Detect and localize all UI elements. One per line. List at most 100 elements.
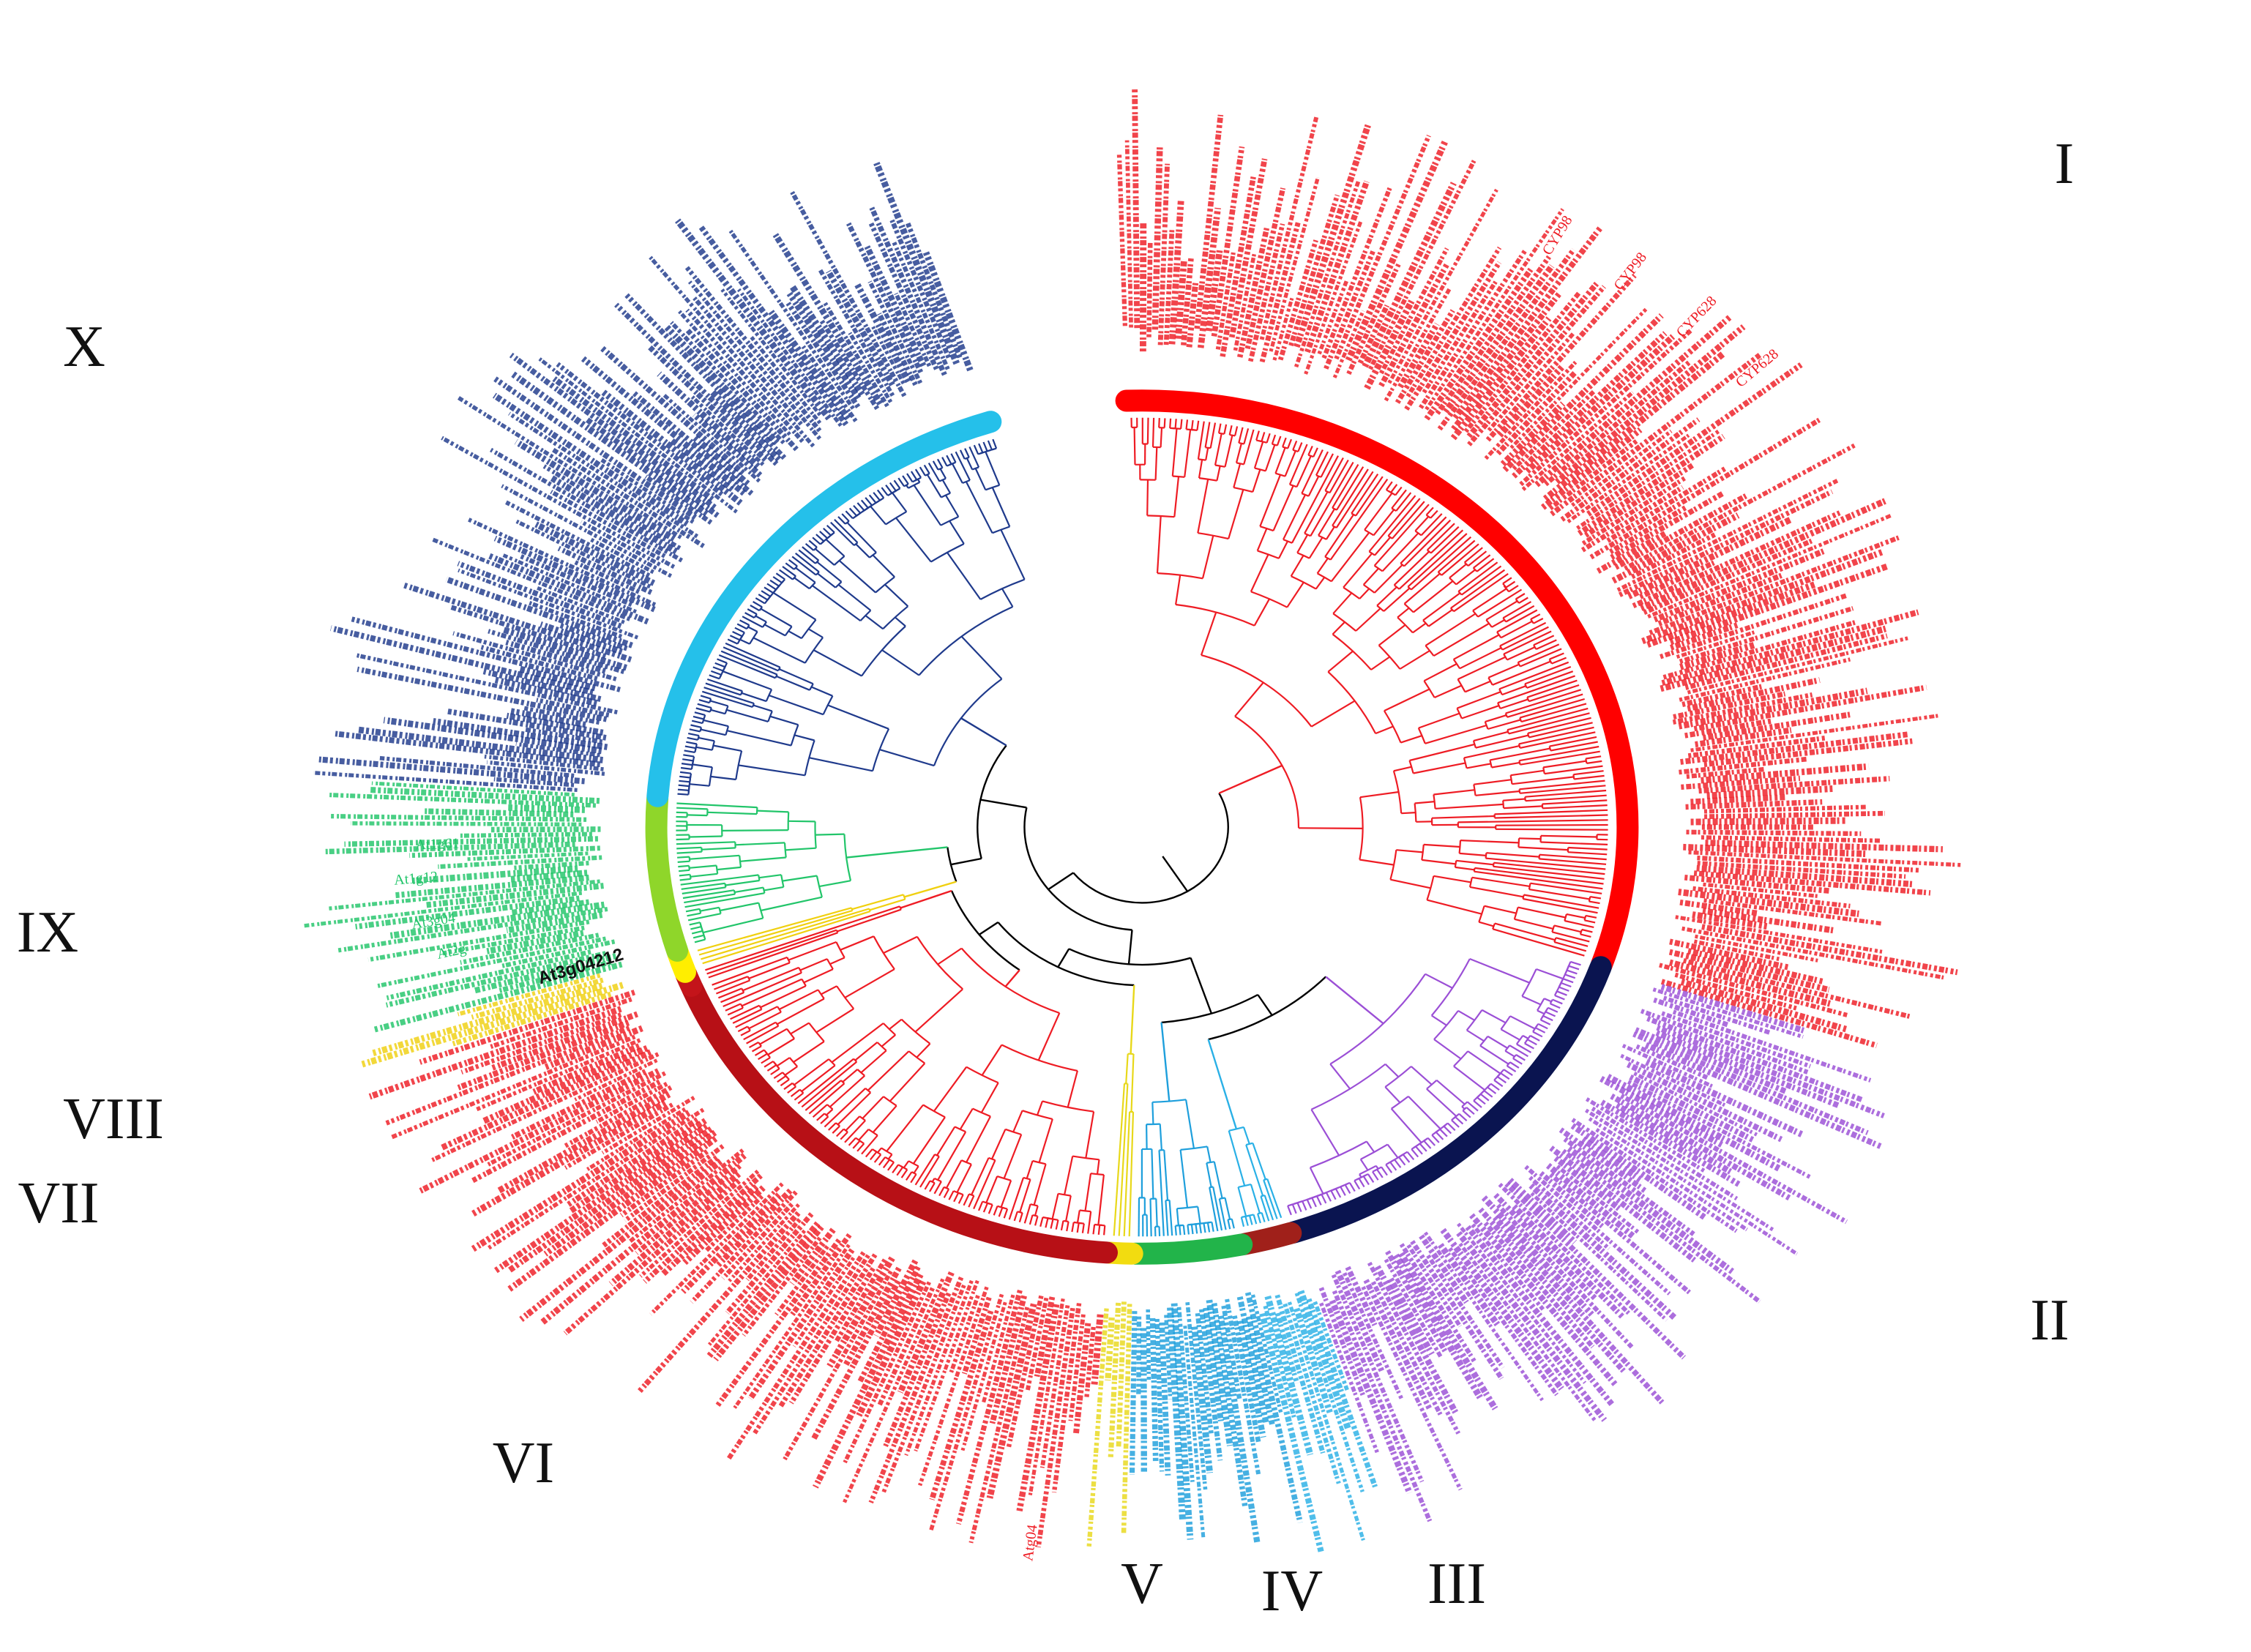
branch-stem-X <box>879 749 935 767</box>
branch-arc-I <box>1317 572 1332 583</box>
leaf-label-glyphs <box>1615 1102 1733 1176</box>
branch-stem-I <box>1484 905 1517 914</box>
branch-arc-I <box>1518 838 1520 848</box>
leaf-label-glyphs <box>1191 1326 1214 1473</box>
leaf-label-glyphs <box>368 1006 622 1100</box>
leaf-branch-X <box>868 494 877 504</box>
leaf-label-glyphs <box>486 760 605 776</box>
branch-stem-IV <box>1155 1198 1158 1227</box>
leaf-branch-II <box>1398 1156 1406 1166</box>
leaf-branch-X <box>718 654 776 679</box>
branch-stem-III <box>1250 1184 1261 1214</box>
branch-stem-I <box>1330 531 1370 582</box>
leaf-label-glyphs <box>801 345 858 422</box>
tree-root <box>1162 856 1189 892</box>
branch-stem-X <box>703 719 729 728</box>
branch-arc-IX <box>814 821 817 848</box>
leaf-label-glyphs <box>684 266 822 433</box>
leaf-branch-X <box>815 534 825 542</box>
branch-stem-I <box>1475 734 1529 749</box>
branch-stem-IX <box>782 875 818 882</box>
leaf-branch-VI <box>840 1131 848 1140</box>
branch-stem-I <box>1487 719 1521 730</box>
leaf-label-glyphs <box>876 312 918 386</box>
leaf-branch-X <box>698 699 710 704</box>
leaf-label-glyphs <box>637 1211 801 1394</box>
branch-stem-IV <box>1206 1162 1212 1188</box>
leaf-branch-I <box>1520 785 1606 794</box>
branch-stem-X <box>772 591 817 621</box>
branch-stem-I <box>1503 798 1526 801</box>
branch-stem-X <box>795 567 816 583</box>
leaf-label-glyphs <box>646 253 815 448</box>
leaf-branch-IV <box>1165 1200 1169 1236</box>
leaf-branch-I <box>1556 937 1589 947</box>
branch-arc-X <box>861 625 906 677</box>
leaf-branch-II <box>1431 1135 1440 1143</box>
branch-arc-I <box>1296 552 1310 559</box>
leaf-branch-IV <box>1211 1222 1214 1232</box>
leaf-label-glyphs <box>1610 1094 1793 1202</box>
branch-stem-IV <box>1197 1206 1201 1224</box>
branch-stem-I <box>1298 827 1363 829</box>
leaf-label-glyphs <box>1493 1215 1665 1405</box>
leaf-label-glyphs <box>1294 1292 1365 1492</box>
leaf-branch-VI <box>873 1154 882 1163</box>
leaf-label-glyphs <box>452 631 617 681</box>
leaf-label-glyphs <box>897 1271 955 1394</box>
branch-stem-X <box>755 615 767 623</box>
branch-stem-VI <box>945 1159 963 1189</box>
leaf-label-glyphs <box>1294 180 1361 368</box>
leaf-branch-IX <box>676 851 702 854</box>
tree-backbone <box>846 717 1384 1129</box>
branch-stem-II <box>1479 1044 1509 1065</box>
leaf-branch-I <box>1590 896 1602 900</box>
leaf-label-glyphs <box>1657 572 1784 627</box>
leaf-branch-I <box>1508 585 1519 593</box>
branch-stem-VI <box>860 1050 887 1074</box>
branch-stem-I <box>1332 621 1345 635</box>
leaf-branch-I <box>1450 569 1506 609</box>
leaf-label-glyphs <box>928 1293 1004 1532</box>
clade-label-IX: IX <box>17 900 78 965</box>
leaf-label-glyphs <box>568 1118 707 1214</box>
leaf-label-glyphs <box>968 1307 1030 1544</box>
branch-arc-VI <box>922 1104 946 1118</box>
leaf-label-glyphs <box>1701 835 1881 843</box>
leaf-label-glyphs <box>1167 1307 1186 1520</box>
leaf-branch-I <box>1291 455 1339 544</box>
backbone-arc <box>1072 793 1229 904</box>
branch-arc-I <box>1489 760 1493 768</box>
leaf-label-glyphs <box>1685 799 1823 810</box>
leaf-label-glyphs <box>1073 1323 1091 1434</box>
leaf-label-glyphs <box>1274 1294 1326 1454</box>
branch-stem-I <box>1399 650 1430 670</box>
leaf-label-glyphs <box>505 500 651 578</box>
branch-stem-I <box>1396 849 1423 853</box>
leaf-branch-VI <box>933 1181 942 1195</box>
leaf-branch-X <box>700 695 712 700</box>
leaf-branch-I <box>1530 882 1602 894</box>
branch-stem-X <box>723 670 772 691</box>
leaf-branch-X <box>764 586 774 594</box>
leaf-label-glyphs <box>1702 908 1836 934</box>
branch-stem-I <box>1485 714 1507 723</box>
leaf-label-glyphs <box>1690 817 1845 826</box>
leaf-label-glyphs <box>1681 775 1801 791</box>
leaf-branch-I <box>1496 823 1608 826</box>
branch-stem-VI <box>829 1074 865 1108</box>
leaf-branch-I <box>1526 670 1574 689</box>
leaf-label-glyphs <box>681 1192 781 1294</box>
leaf-label-glyphs <box>960 1301 1007 1451</box>
branch-stem-VI <box>803 968 834 984</box>
leaf-label-glyphs <box>581 356 746 496</box>
leaf-label-glyphs <box>881 1284 966 1494</box>
clade-IX-leaf-labels <box>304 781 623 1033</box>
leaf-branch-II <box>1540 1019 1551 1025</box>
branch-stem-X <box>966 457 974 470</box>
branch-stem-I <box>1383 587 1411 612</box>
leaf-label-glyphs <box>1581 475 1687 546</box>
leaf-branch-I <box>1542 804 1608 810</box>
leaf-branch-II <box>1443 1125 1452 1135</box>
leaf-branch-I <box>1430 509 1438 519</box>
